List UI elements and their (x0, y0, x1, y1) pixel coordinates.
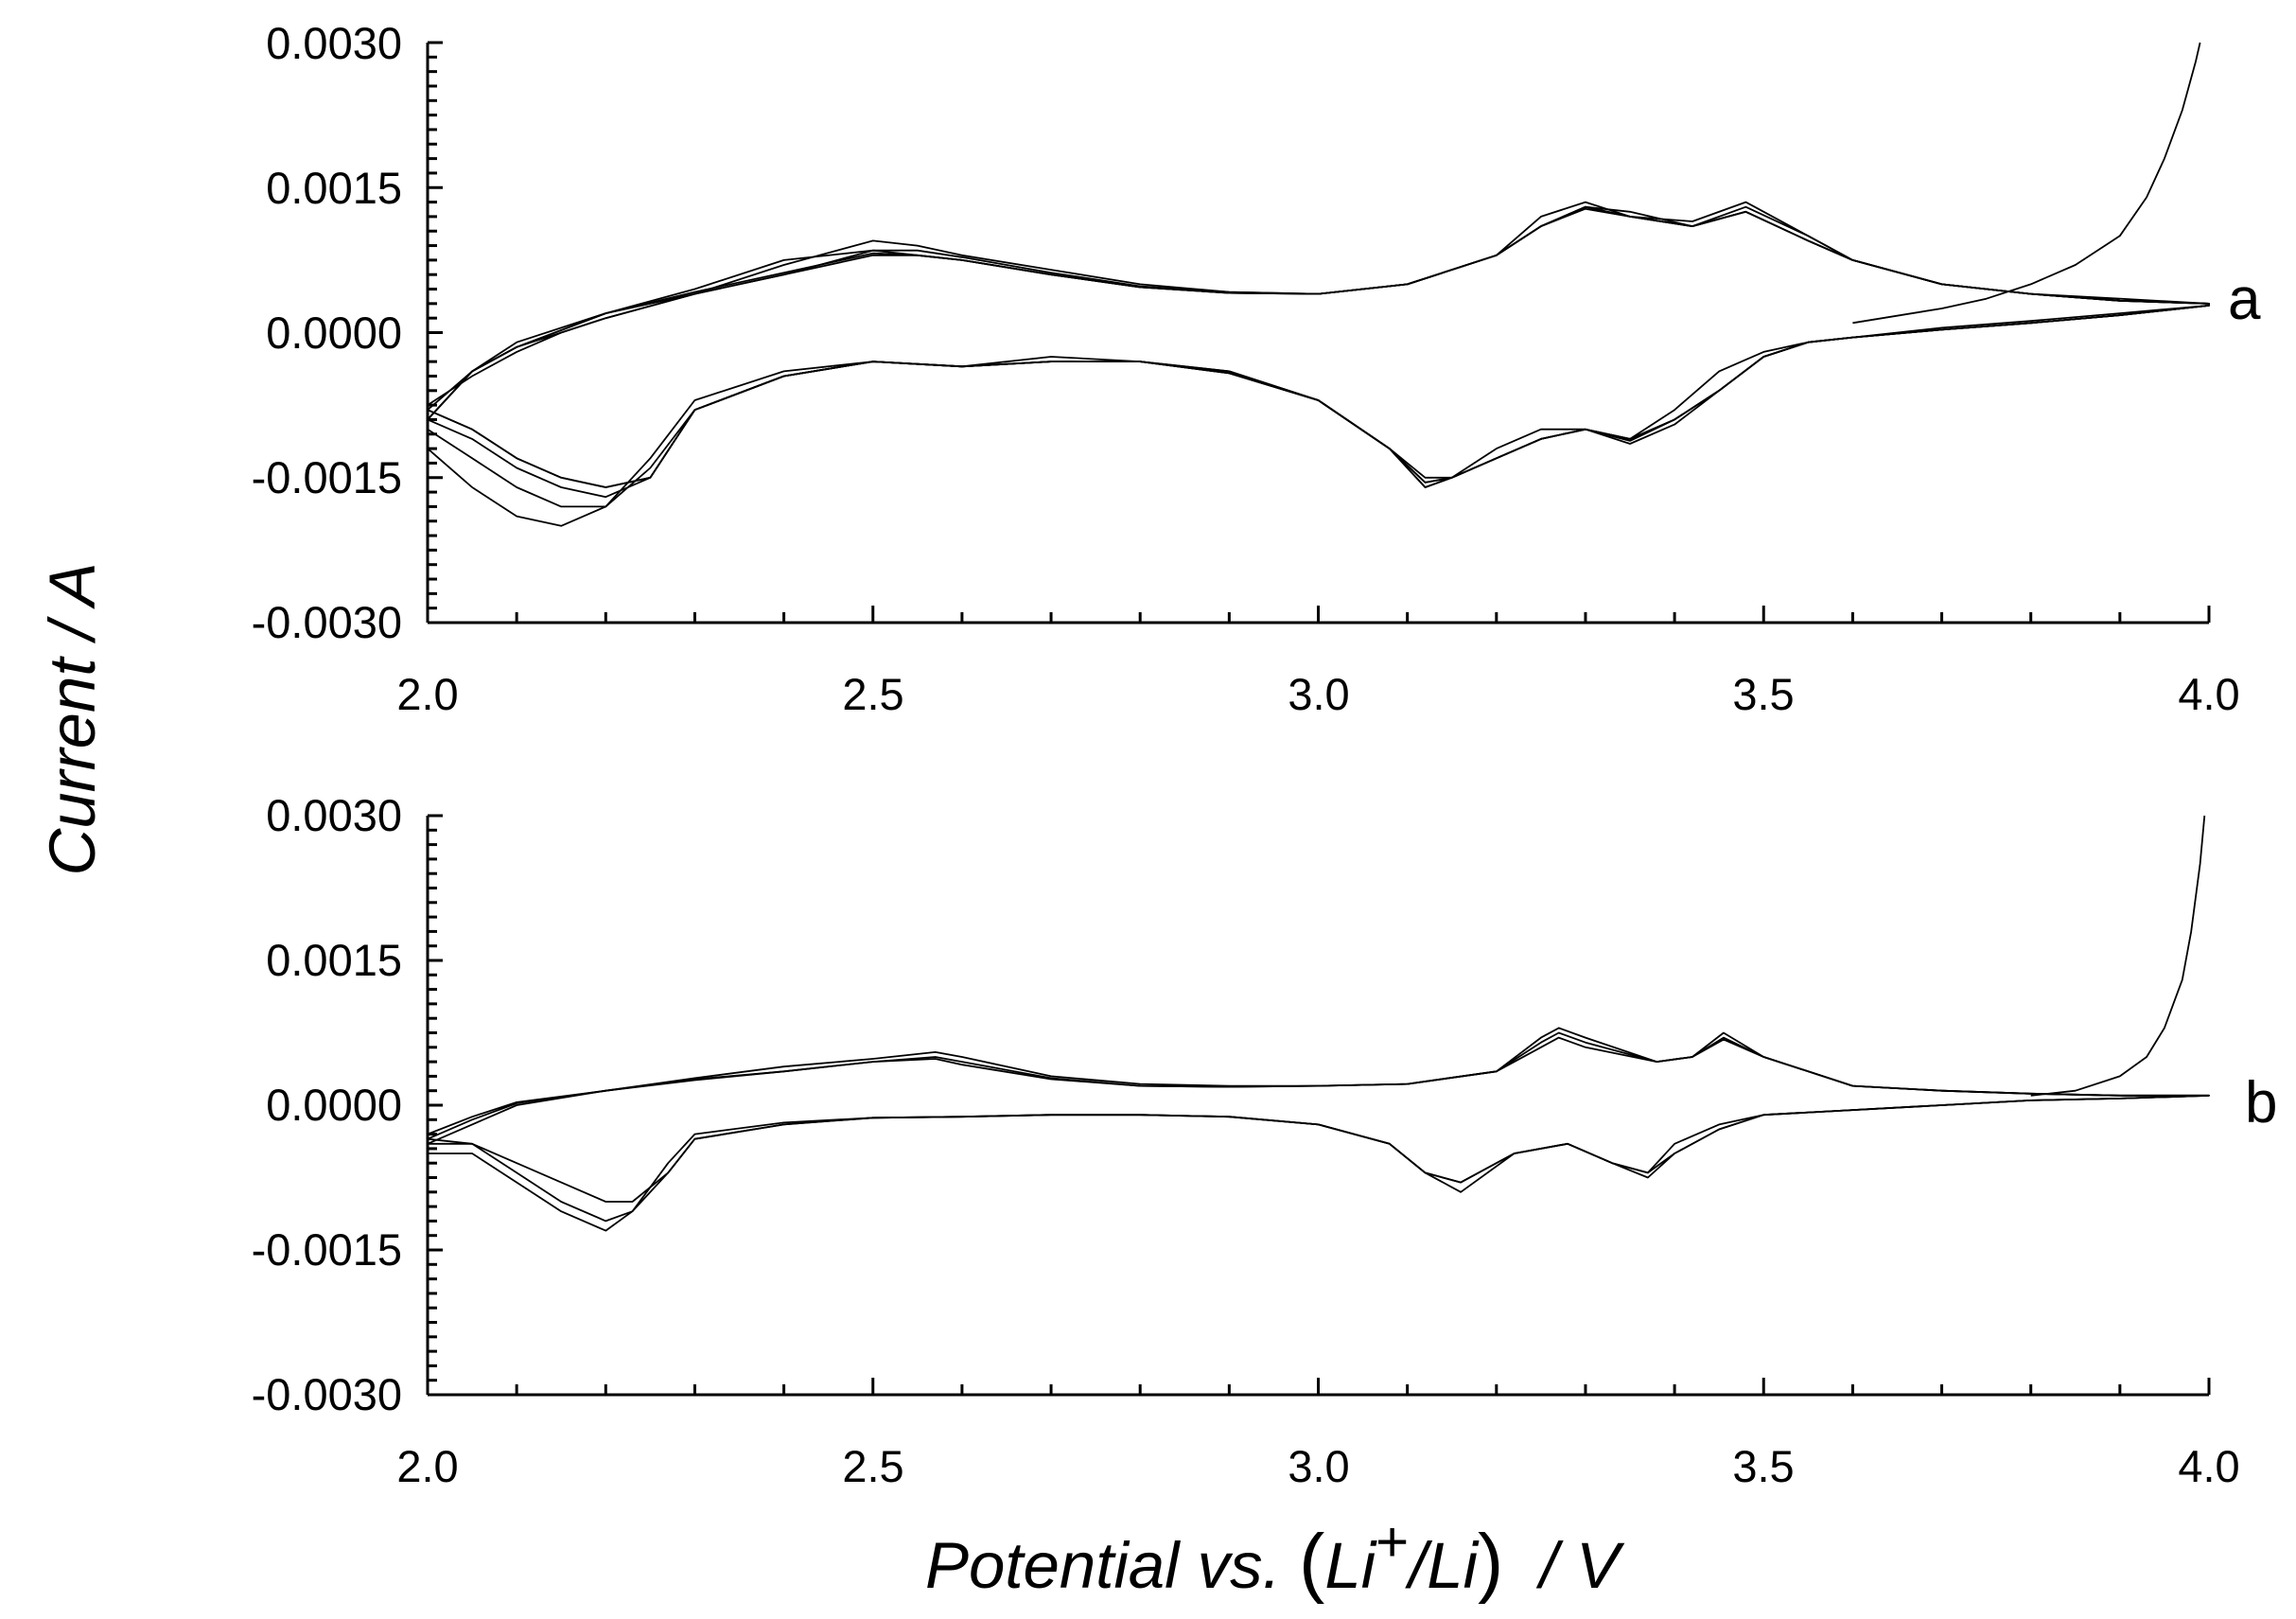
panel-a-cv-cycle-2 (427, 205, 2210, 508)
panel-b: 0.0030 0.0015 0.0000 -0.0015 -0.0030 2.0… (252, 790, 2278, 1491)
x-axis-title-sup: + (1376, 1510, 1409, 1574)
panel-a-xtick-label: 3.0 (1288, 669, 1349, 719)
panel-a-cv-cycle-3 (427, 205, 2210, 499)
panel-a-curves (427, 42, 2210, 527)
y-axis-title: Current / A (36, 562, 109, 875)
panel-b-oxidation-tail (2030, 815, 2206, 1097)
panel-b-ytick-label: 0.0000 (266, 1080, 402, 1130)
panel-b-xtick-label: 2.0 (396, 1441, 458, 1491)
panel-a-xtick-label: 3.5 (1732, 669, 1794, 719)
panel-a-ytick-label: -0.0015 (252, 452, 402, 502)
panel-a-ytick-label: -0.0030 (252, 597, 402, 647)
panel-a-xtick-label: 2.0 (396, 669, 458, 719)
panel-b-ytick-label: 0.0015 (266, 935, 402, 985)
panel-b-xtick-label: 3.5 (1732, 1441, 1794, 1491)
x-axis-title-unit: / V (1503, 1529, 1625, 1602)
panel-a-cv-cycle-1 (427, 201, 2210, 527)
panel-a-cv-cycle-5 (427, 207, 2210, 488)
panel-a-ytick-label: 0.0000 (266, 308, 402, 358)
panel-a-xtick-label: 4.0 (2178, 669, 2239, 719)
panel-b-xtick-label: 3.0 (1288, 1441, 1349, 1491)
panel-b-xtick-label: 2.5 (842, 1441, 903, 1491)
panel-a-cv-cycle-4 (427, 205, 2210, 488)
panel-b-xtick-label: 4.0 (2178, 1441, 2239, 1491)
x-axis-title-lparen: ( (1299, 1519, 1324, 1605)
panel-b-ytick-label: -0.0030 (252, 1369, 402, 1419)
panel-a-ticks (426, 41, 2211, 625)
x-axis-title-rest: /Li (1405, 1529, 1480, 1602)
panel-a-xtick-label: 2.5 (842, 669, 903, 719)
x-axis-title-prefix: Potential vs. (925, 1529, 1299, 1602)
panel-b-ticks (426, 814, 2211, 1397)
panel-b-cv-cycle-2 (427, 1031, 2210, 1223)
panel-b-curves (427, 815, 2210, 1232)
panel-a: 0.0030 0.0015 0.0000 -0.0015 -0.0030 2.0… (252, 18, 2261, 719)
x-axis-title-ion: Li (1324, 1529, 1376, 1602)
x-axis-title-rparen: ) (1478, 1519, 1503, 1605)
panel-b-cv-cycle-1 (427, 1027, 2210, 1232)
panel-b-ytick-label: 0.0030 (266, 790, 402, 840)
panel-a-ytick-label: 0.0030 (266, 18, 402, 68)
panel-b-ytick-label: -0.0015 (252, 1224, 402, 1275)
panel-a-oxidation-tail (1852, 42, 2201, 325)
panel-b-cv-cycle-3 (427, 1036, 2210, 1203)
panel-b-label: b (2245, 1070, 2277, 1135)
panel-a-ytick-label: 0.0015 (266, 163, 402, 213)
x-axis-title: Potential vs. (Li+/Li) / V (925, 1510, 1625, 1605)
panel-a-label: a (2228, 267, 2261, 332)
